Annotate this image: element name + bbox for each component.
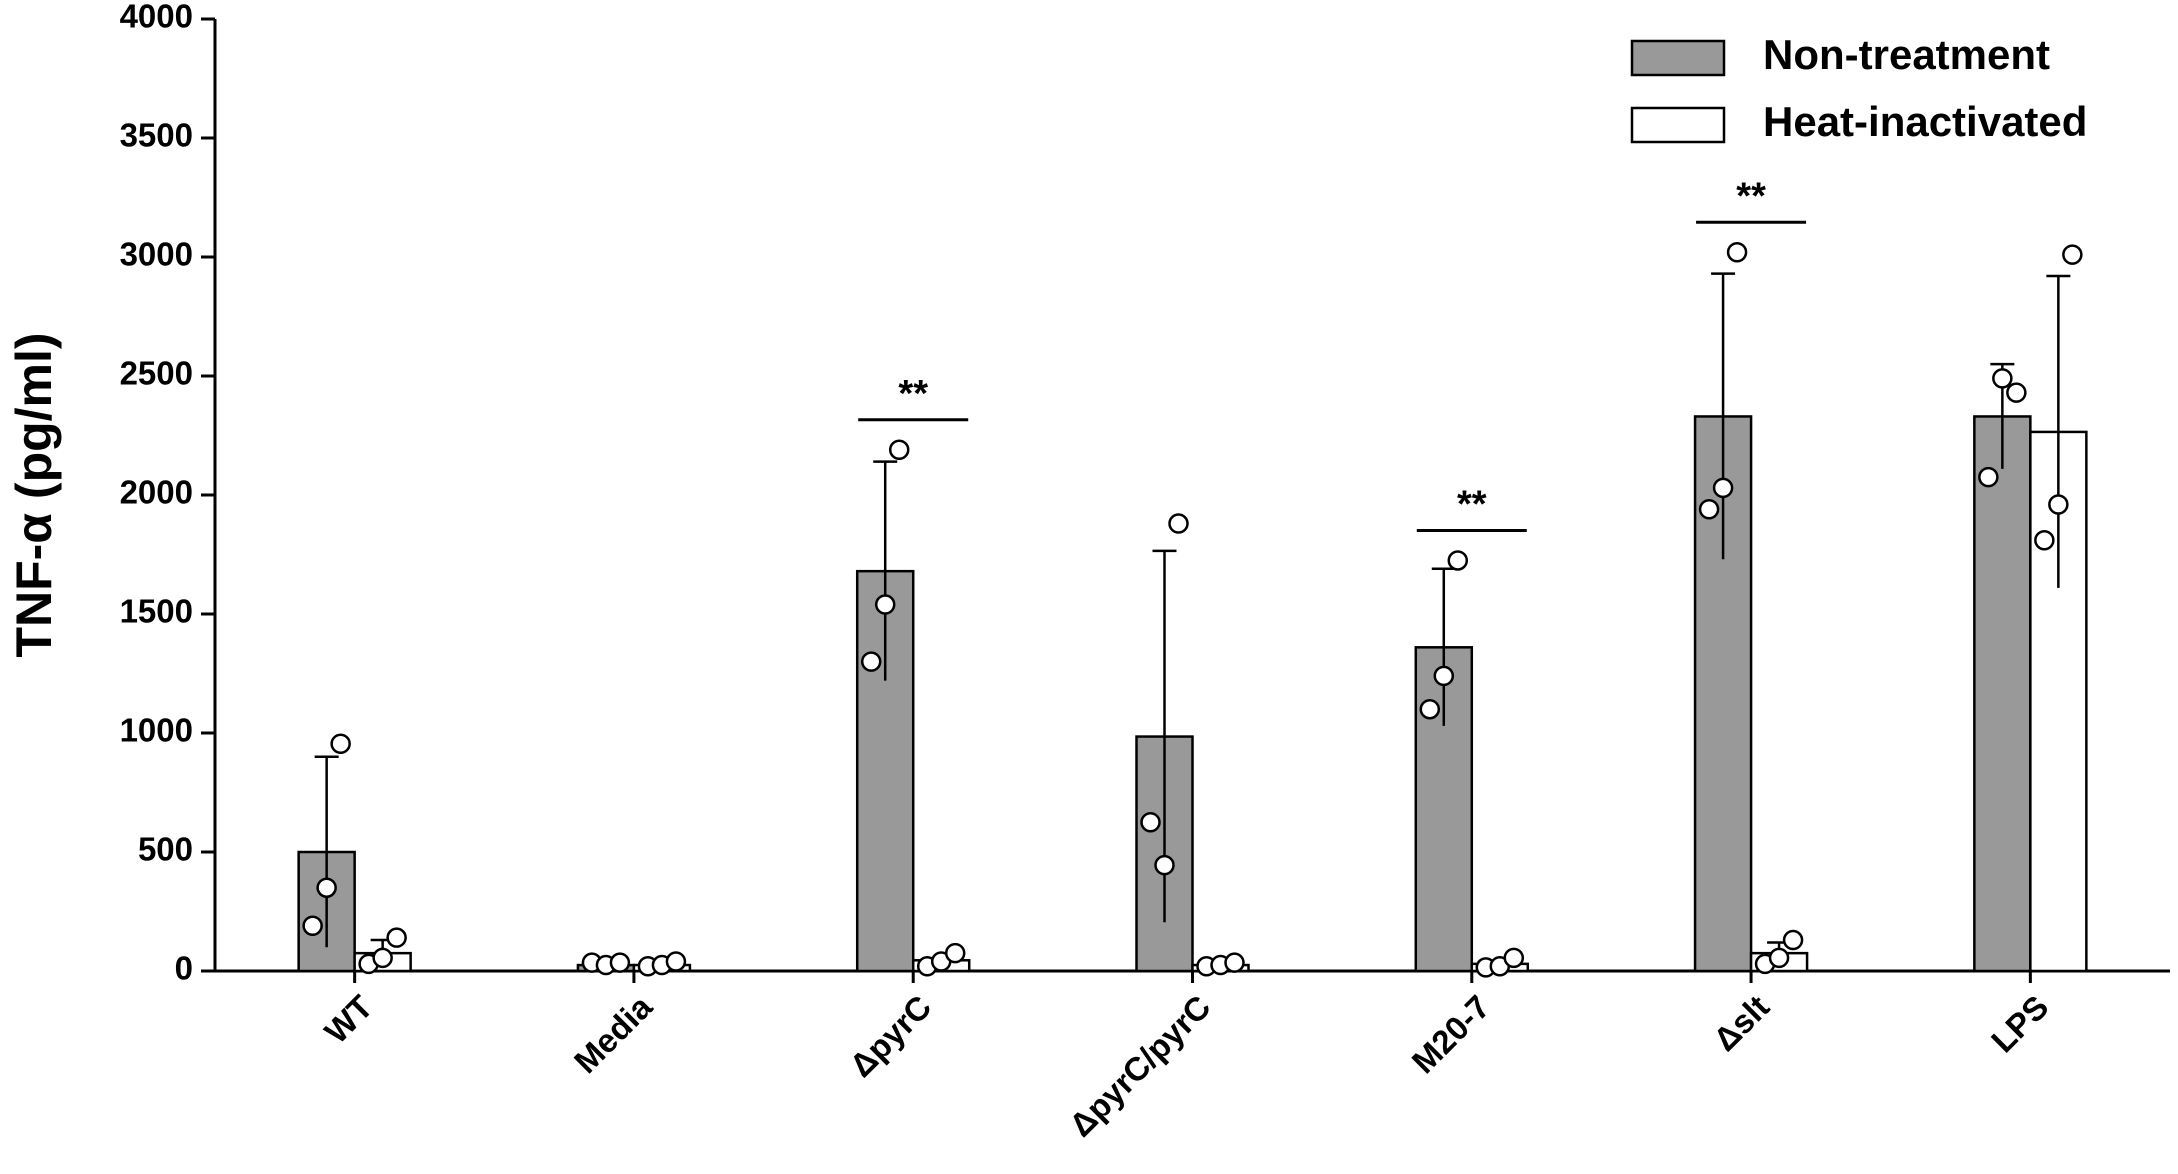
y-tick-label: 2000: [120, 474, 193, 511]
data-point: [1698, 499, 1720, 520]
data-point: [1433, 665, 1455, 687]
y-axis-label: TNF-α (pg/ml): [6, 332, 62, 657]
data-point: [302, 915, 323, 937]
data-point: [1712, 477, 1734, 499]
data-point: [2034, 529, 2055, 551]
x-tick-label: Δslt: [1706, 988, 1776, 1058]
y-tick-label: 2500: [120, 355, 193, 392]
legend-label: Non-treatment: [1763, 31, 2050, 78]
data-point: [1992, 368, 2013, 389]
data-point: [1154, 854, 1175, 876]
y-tick-label: 3000: [120, 236, 193, 273]
data-point: [2006, 382, 2027, 403]
significance-label: **: [1457, 483, 1487, 525]
data-point: [2062, 244, 2083, 265]
bar: [1973, 415, 2032, 973]
y-tick-label: 1500: [120, 593, 193, 630]
y-tick-label: 4000: [120, 0, 193, 35]
data-point: [944, 942, 966, 964]
data-point: [372, 947, 393, 969]
x-tick-label: ΔpyrC: [842, 988, 938, 1084]
data-point: [888, 439, 910, 461]
data-point: [2048, 494, 2069, 515]
y-tick-label: 1000: [120, 712, 193, 749]
x-tick-label: M20-7: [1405, 988, 1497, 1080]
y-tick-label: 0: [175, 950, 193, 987]
data-point: [1168, 513, 1189, 534]
data-point: [665, 951, 687, 972]
y-tick-label: 500: [138, 831, 193, 868]
significance-label: **: [1736, 175, 1766, 217]
x-tick-label: LPS: [1984, 988, 2056, 1060]
data-point: [1224, 952, 1245, 973]
data-point: [386, 927, 407, 948]
data-point: [316, 877, 337, 898]
legend-swatch: [1630, 106, 1726, 144]
data-point: [860, 651, 882, 672]
x-tick-label: Media: [567, 988, 660, 1081]
y-tick-label: 3500: [120, 117, 193, 154]
data-point: [1419, 698, 1441, 720]
data-point: [1782, 929, 1804, 951]
data-point: [609, 952, 631, 973]
x-tick-label: ΔpyrC/pyrC: [1062, 988, 1218, 1144]
data-point: [1978, 466, 1999, 488]
data-point: [1140, 812, 1161, 833]
significance-label: **: [898, 373, 928, 415]
data-point: [330, 733, 351, 754]
legend-swatch: [1630, 39, 1726, 77]
x-tick-label: WT: [317, 988, 379, 1050]
data-point: [1768, 947, 1790, 969]
data-point: [874, 594, 896, 615]
legend-label: Heat-inactivated: [1763, 98, 2087, 145]
data-point: [1503, 947, 1525, 969]
data-point: [1726, 241, 1748, 263]
data-point: [1447, 550, 1469, 571]
